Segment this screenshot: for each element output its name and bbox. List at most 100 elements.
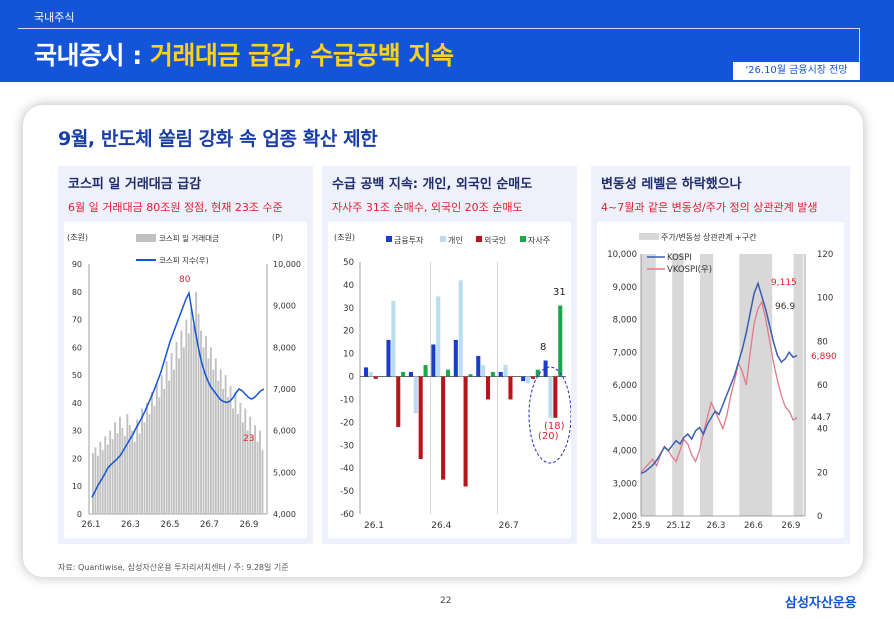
panel-title: 수급 공백 지속: 개인, 외국인 순매도 bbox=[332, 177, 533, 192]
bar bbox=[94, 447, 97, 514]
correlation-shade bbox=[793, 254, 804, 516]
y-unit-right: (P) bbox=[272, 233, 283, 242]
header-tag: '26.10월 금융시장 전망 bbox=[733, 62, 860, 80]
annotation-current: 23 bbox=[243, 434, 254, 444]
bar bbox=[114, 422, 116, 514]
bar bbox=[200, 330, 202, 514]
bar-1 bbox=[458, 280, 463, 377]
bar bbox=[121, 427, 124, 514]
y2-tick-label: 20 bbox=[817, 468, 828, 478]
bar bbox=[241, 422, 244, 514]
bar-2 bbox=[485, 376, 491, 400]
bar bbox=[219, 369, 222, 514]
y-tick-label: 10 bbox=[72, 482, 82, 491]
chart-volatility-svg: 주가/변동성 상관관계 +구간 KOSPI VKOSPI(우) 2,000 3,000 4… bbox=[607, 232, 837, 531]
y-tick-label: 8,000 bbox=[613, 316, 637, 326]
bar-1 bbox=[413, 376, 418, 414]
bar bbox=[259, 430, 261, 514]
bar bbox=[148, 414, 151, 514]
x-tick-label: 25.9 bbox=[632, 521, 651, 531]
legend-swatch bbox=[440, 236, 446, 242]
x-tick-label: 26.4 bbox=[431, 521, 451, 531]
correlation-shade bbox=[672, 254, 684, 516]
bar-2 bbox=[373, 376, 378, 379]
y-tick-label: 0 bbox=[77, 510, 82, 519]
bar bbox=[104, 436, 107, 514]
y-unit-left: (조원) bbox=[67, 233, 88, 242]
legend-label-bar: 코스피 일 거래대금 bbox=[159, 234, 219, 243]
chart-flows: (조원) 금융투자 개인 외국인 자사주 -60 -50 -40 -30 -20 -10 0 10 20 3… bbox=[328, 222, 572, 538]
y-tick-label: 0 bbox=[349, 373, 354, 383]
bar bbox=[180, 330, 183, 514]
y2-tick-label: 80 bbox=[817, 337, 828, 347]
y2-tick-label: 0 bbox=[817, 512, 822, 522]
y-tick-label: 30 bbox=[72, 427, 82, 436]
y-unit-left: (조원) bbox=[334, 233, 355, 242]
bar-2 bbox=[441, 376, 446, 480]
y2-tick-label: 6,000 bbox=[273, 427, 296, 436]
y2-tick-label: 9,000 bbox=[273, 302, 296, 311]
bar-3 bbox=[558, 305, 563, 377]
x-tick-label: 26.1 bbox=[364, 521, 384, 531]
bar-3 bbox=[423, 365, 428, 377]
bar-1 bbox=[368, 371, 373, 377]
y-tick-label: 3,000 bbox=[613, 479, 637, 489]
bar bbox=[136, 419, 139, 514]
bar bbox=[251, 436, 254, 514]
bar bbox=[214, 358, 217, 514]
page-title-yellow: 거래대금 급감, 수급공백 지속 bbox=[149, 41, 454, 70]
y-tick-label: 50 bbox=[72, 371, 82, 380]
kospi-line bbox=[91, 290, 265, 498]
x-tick-label: 26.7 bbox=[499, 521, 519, 531]
y-tick-label: -40 bbox=[340, 464, 354, 474]
y2-tick-label: 40 bbox=[817, 425, 828, 435]
y-tick-label: -30 bbox=[340, 441, 354, 451]
x-tick-label: 26.7 bbox=[200, 520, 219, 530]
legend-label-vkospi: VKOSPI(우) bbox=[667, 265, 712, 275]
y-tick-label: 6,000 bbox=[613, 381, 637, 391]
chart-volatility: 주가/변동성 상관관계 +구간 KOSPI VKOSPI(우) 2,000 3,000 4… bbox=[597, 222, 844, 538]
bar bbox=[119, 416, 121, 514]
bar bbox=[205, 336, 207, 514]
y-tick-label: -10 bbox=[340, 395, 354, 405]
bar-2 bbox=[553, 376, 558, 418]
bar-1 bbox=[481, 365, 486, 377]
annotation-vkospi-now: 44.7 bbox=[811, 413, 831, 423]
bar bbox=[165, 361, 168, 514]
bar bbox=[128, 425, 131, 514]
brand-logo-text: 삼성자산운용 bbox=[785, 596, 857, 611]
bar bbox=[207, 358, 210, 514]
header-banner: 국내주식 국내증시 : 거래대금 급감, 수급공백 지속 '26.10월 금융시… bbox=[0, 0, 894, 82]
bar-0 bbox=[364, 367, 369, 377]
panel-subtitle: 6월 일 거래대금 80조원 정점, 현재 23조 수준 bbox=[68, 201, 283, 214]
bar bbox=[256, 441, 259, 514]
panel-title: 코스피 일 거래대금 급감 bbox=[68, 177, 202, 192]
correlation-shade bbox=[700, 254, 714, 516]
bar bbox=[99, 441, 102, 514]
bar-1 bbox=[525, 376, 531, 384]
y-tick-label: 30 bbox=[343, 304, 354, 314]
bar bbox=[212, 369, 215, 514]
page-number: 22 bbox=[440, 596, 452, 606]
y-tick-label: -60 bbox=[340, 510, 354, 520]
x-tick-label: 26.9 bbox=[782, 521, 801, 531]
annotation-inflow: 8 bbox=[540, 342, 546, 353]
y-tick-label: 7,000 bbox=[613, 348, 637, 358]
legend-label-shade: 주가/변동성 상관관계 +구간 bbox=[661, 232, 757, 242]
y-tick-label: -20 bbox=[340, 418, 354, 428]
x-tick-label: 26.5 bbox=[161, 520, 180, 530]
panel-title: 변동성 레벨은 하락했으나 bbox=[601, 177, 742, 192]
bar-1 bbox=[391, 300, 396, 377]
bar bbox=[133, 441, 136, 514]
bar bbox=[254, 425, 257, 514]
correlation-shade bbox=[641, 254, 656, 516]
kospi-line bbox=[640, 281, 798, 475]
bar bbox=[236, 414, 239, 514]
bar bbox=[123, 436, 126, 514]
bar bbox=[92, 452, 94, 514]
chart-flows-svg: (조원) 금융투자 개인 외국인 자사주 -60 -50 -40 -30 -20 -10 0 10 20 3… bbox=[334, 233, 572, 531]
bar-1 bbox=[548, 376, 553, 418]
bar bbox=[229, 386, 232, 514]
bar bbox=[146, 402, 148, 514]
bar bbox=[222, 389, 225, 514]
